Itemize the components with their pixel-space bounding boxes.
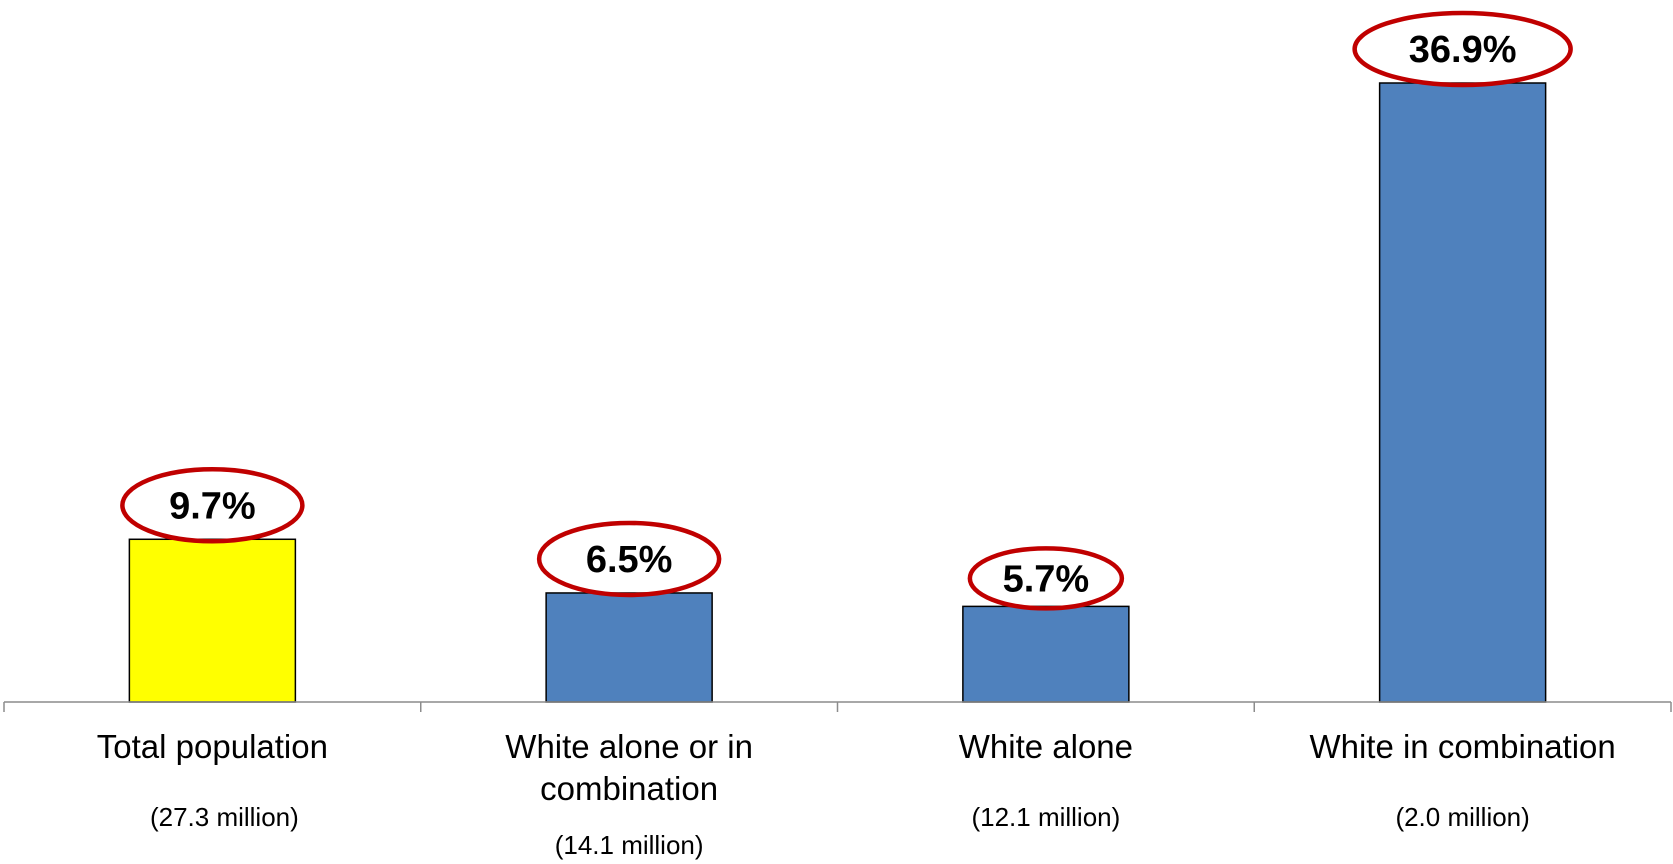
data-label: 6.5%: [586, 539, 673, 581]
data-label: 5.7%: [1003, 558, 1090, 600]
category-label-line: White in combination: [1309, 728, 1615, 765]
category-label: White in combination: [1309, 728, 1615, 765]
bar: [962, 605, 1130, 703]
category-label: Total population: [97, 728, 328, 765]
category-label-line: combination: [540, 770, 718, 807]
category-label-line: White alone: [959, 728, 1133, 765]
highlight-oval: [967, 546, 1125, 611]
x-axis: [3, 701, 1672, 712]
population-sublabel: (12.1 million): [971, 802, 1120, 832]
highlight-ovals: [120, 10, 1573, 611]
category-label-line: White alone or in: [505, 728, 753, 765]
highlight-oval: [120, 467, 305, 544]
bar: [1378, 82, 1547, 703]
population-sublabel: (27.3 million): [150, 802, 299, 832]
bars: [128, 82, 1547, 703]
population-sublabel: (14.1 million): [555, 830, 704, 860]
labels: 9.7% Total population (27.3 million) 6.5% Wh…: [97, 29, 1616, 860]
bar: [128, 538, 297, 703]
data-label: 36.9%: [1409, 29, 1517, 71]
highlight-oval: [536, 520, 722, 598]
population-sublabel: (2.0 million): [1395, 802, 1529, 832]
category-label: White alone or in combination: [505, 728, 753, 807]
data-label: 9.7%: [169, 485, 256, 527]
category-label-line: Total population: [97, 728, 328, 765]
category-label: White alone: [959, 728, 1133, 765]
bar: [545, 592, 713, 703]
highlight-oval: [1352, 10, 1573, 88]
